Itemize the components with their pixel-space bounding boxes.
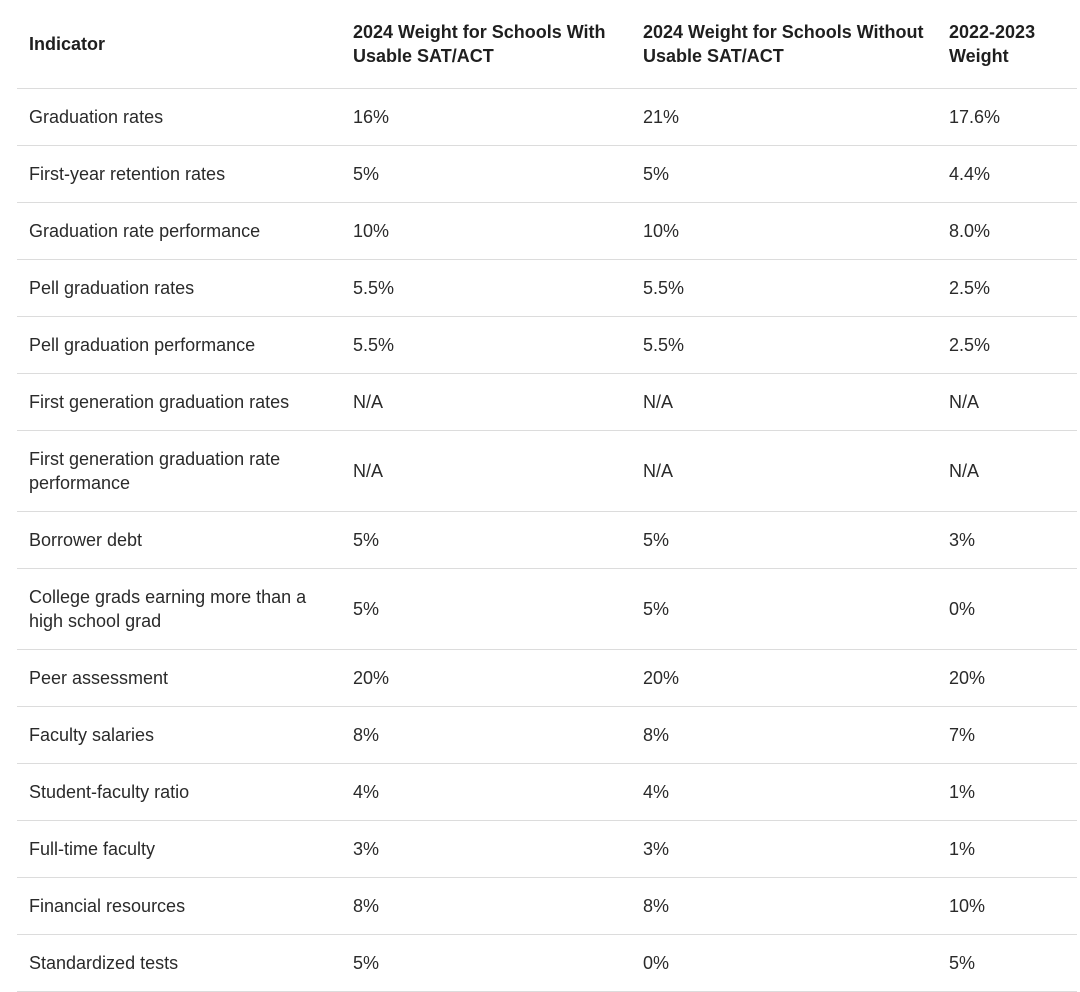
weights-table-container: Indicator 2024 Weight for Schools With U…: [17, 0, 1077, 992]
table-header-row: Indicator 2024 Weight for Schools With U…: [17, 0, 1077, 89]
cell-2024-without: 0%: [631, 934, 937, 992]
table-row: Graduation rate performance 10% 10% 8.0%: [17, 202, 1077, 260]
cell-2024-with: 5%: [341, 934, 631, 992]
table-row: Graduation rates 16% 21% 17.6%: [17, 88, 1077, 146]
table-row: Borrower debt 5% 5% 3%: [17, 511, 1077, 569]
cell-2024-with: 8%: [341, 877, 631, 935]
cell-2024-without: 3%: [631, 820, 937, 878]
table-row: Peer assessment 20% 20% 20%: [17, 649, 1077, 707]
cell-indicator: Peer assessment: [17, 649, 341, 707]
cell-2024-with: 5.5%: [341, 259, 631, 317]
cell-2024-with: 5%: [341, 511, 631, 569]
cell-indicator: College grads earning more than a high s…: [17, 568, 341, 650]
cell-2024-with: 8%: [341, 706, 631, 764]
cell-indicator: Pell graduation performance: [17, 316, 341, 374]
cell-2022-2023: 2.5%: [937, 316, 1077, 374]
cell-indicator: Financial resources: [17, 877, 341, 935]
cell-indicator: Graduation rate performance: [17, 202, 341, 260]
cell-2022-2023: 0%: [937, 568, 1077, 650]
cell-2024-with: 10%: [341, 202, 631, 260]
cell-2024-with: 5%: [341, 145, 631, 203]
header-2024-with-sat-act: 2024 Weight for Schools With Usable SAT/…: [341, 0, 631, 89]
cell-2024-without: 4%: [631, 763, 937, 821]
cell-2022-2023: N/A: [937, 430, 1077, 512]
cell-2024-with: 16%: [341, 88, 631, 146]
cell-indicator: Pell graduation rates: [17, 259, 341, 317]
cell-indicator: Borrower debt: [17, 511, 341, 569]
header-2024-without-sat-act: 2024 Weight for Schools Without Usable S…: [631, 0, 937, 89]
cell-2024-with: 5.5%: [341, 316, 631, 374]
cell-indicator: First generation graduation rate perform…: [17, 430, 341, 512]
cell-2022-2023: 5%: [937, 934, 1077, 992]
cell-indicator: Full-time faculty: [17, 820, 341, 878]
cell-indicator: Student-faculty ratio: [17, 763, 341, 821]
cell-2024-without: 8%: [631, 706, 937, 764]
cell-2024-with: N/A: [341, 430, 631, 512]
cell-2022-2023: 3%: [937, 511, 1077, 569]
header-2022-2023-weight: 2022-2023 Weight: [937, 0, 1077, 89]
cell-2024-without: N/A: [631, 373, 937, 431]
table-row: Standardized tests 5% 0% 5%: [17, 934, 1077, 992]
cell-2022-2023: 17.6%: [937, 88, 1077, 146]
cell-2024-without: 5%: [631, 511, 937, 569]
table-row: First-year retention rates 5% 5% 4.4%: [17, 145, 1077, 203]
header-indicator: Indicator: [17, 0, 341, 89]
table-row: Pell graduation rates 5.5% 5.5% 2.5%: [17, 259, 1077, 317]
table-row: Full-time faculty 3% 3% 1%: [17, 820, 1077, 878]
table-row: College grads earning more than a high s…: [17, 568, 1077, 650]
cell-2022-2023: 7%: [937, 706, 1077, 764]
cell-indicator: Faculty salaries: [17, 706, 341, 764]
cell-2024-without: 21%: [631, 88, 937, 146]
cell-2024-without: 10%: [631, 202, 937, 260]
cell-2022-2023: 20%: [937, 649, 1077, 707]
cell-2024-with: 4%: [341, 763, 631, 821]
cell-2022-2023: 2.5%: [937, 259, 1077, 317]
cell-2022-2023: N/A: [937, 373, 1077, 431]
cell-2024-without: N/A: [631, 430, 937, 512]
ranking-weights-table: Indicator 2024 Weight for Schools With U…: [17, 0, 1077, 992]
table-row: First generation graduation rate perform…: [17, 430, 1077, 512]
cell-2022-2023: 4.4%: [937, 145, 1077, 203]
table-row: Financial resources 8% 8% 10%: [17, 877, 1077, 935]
cell-indicator: Graduation rates: [17, 88, 341, 146]
cell-2022-2023: 1%: [937, 763, 1077, 821]
cell-2024-without: 5.5%: [631, 259, 937, 317]
cell-2024-without: 5%: [631, 145, 937, 203]
cell-indicator: Standardized tests: [17, 934, 341, 992]
cell-2024-with: 3%: [341, 820, 631, 878]
cell-2022-2023: 1%: [937, 820, 1077, 878]
cell-indicator: First-year retention rates: [17, 145, 341, 203]
cell-2024-with: N/A: [341, 373, 631, 431]
cell-2022-2023: 8.0%: [937, 202, 1077, 260]
cell-2024-without: 8%: [631, 877, 937, 935]
table-row: First generation graduation rates N/A N/…: [17, 373, 1077, 431]
cell-2024-with: 5%: [341, 568, 631, 650]
table-row: Pell graduation performance 5.5% 5.5% 2.…: [17, 316, 1077, 374]
cell-indicator: First generation graduation rates: [17, 373, 341, 431]
cell-2024-without: 20%: [631, 649, 937, 707]
table-row: Faculty salaries 8% 8% 7%: [17, 706, 1077, 764]
cell-2022-2023: 10%: [937, 877, 1077, 935]
cell-2024-with: 20%: [341, 649, 631, 707]
cell-2024-without: 5.5%: [631, 316, 937, 374]
table-row: Student-faculty ratio 4% 4% 1%: [17, 763, 1077, 821]
cell-2024-without: 5%: [631, 568, 937, 650]
